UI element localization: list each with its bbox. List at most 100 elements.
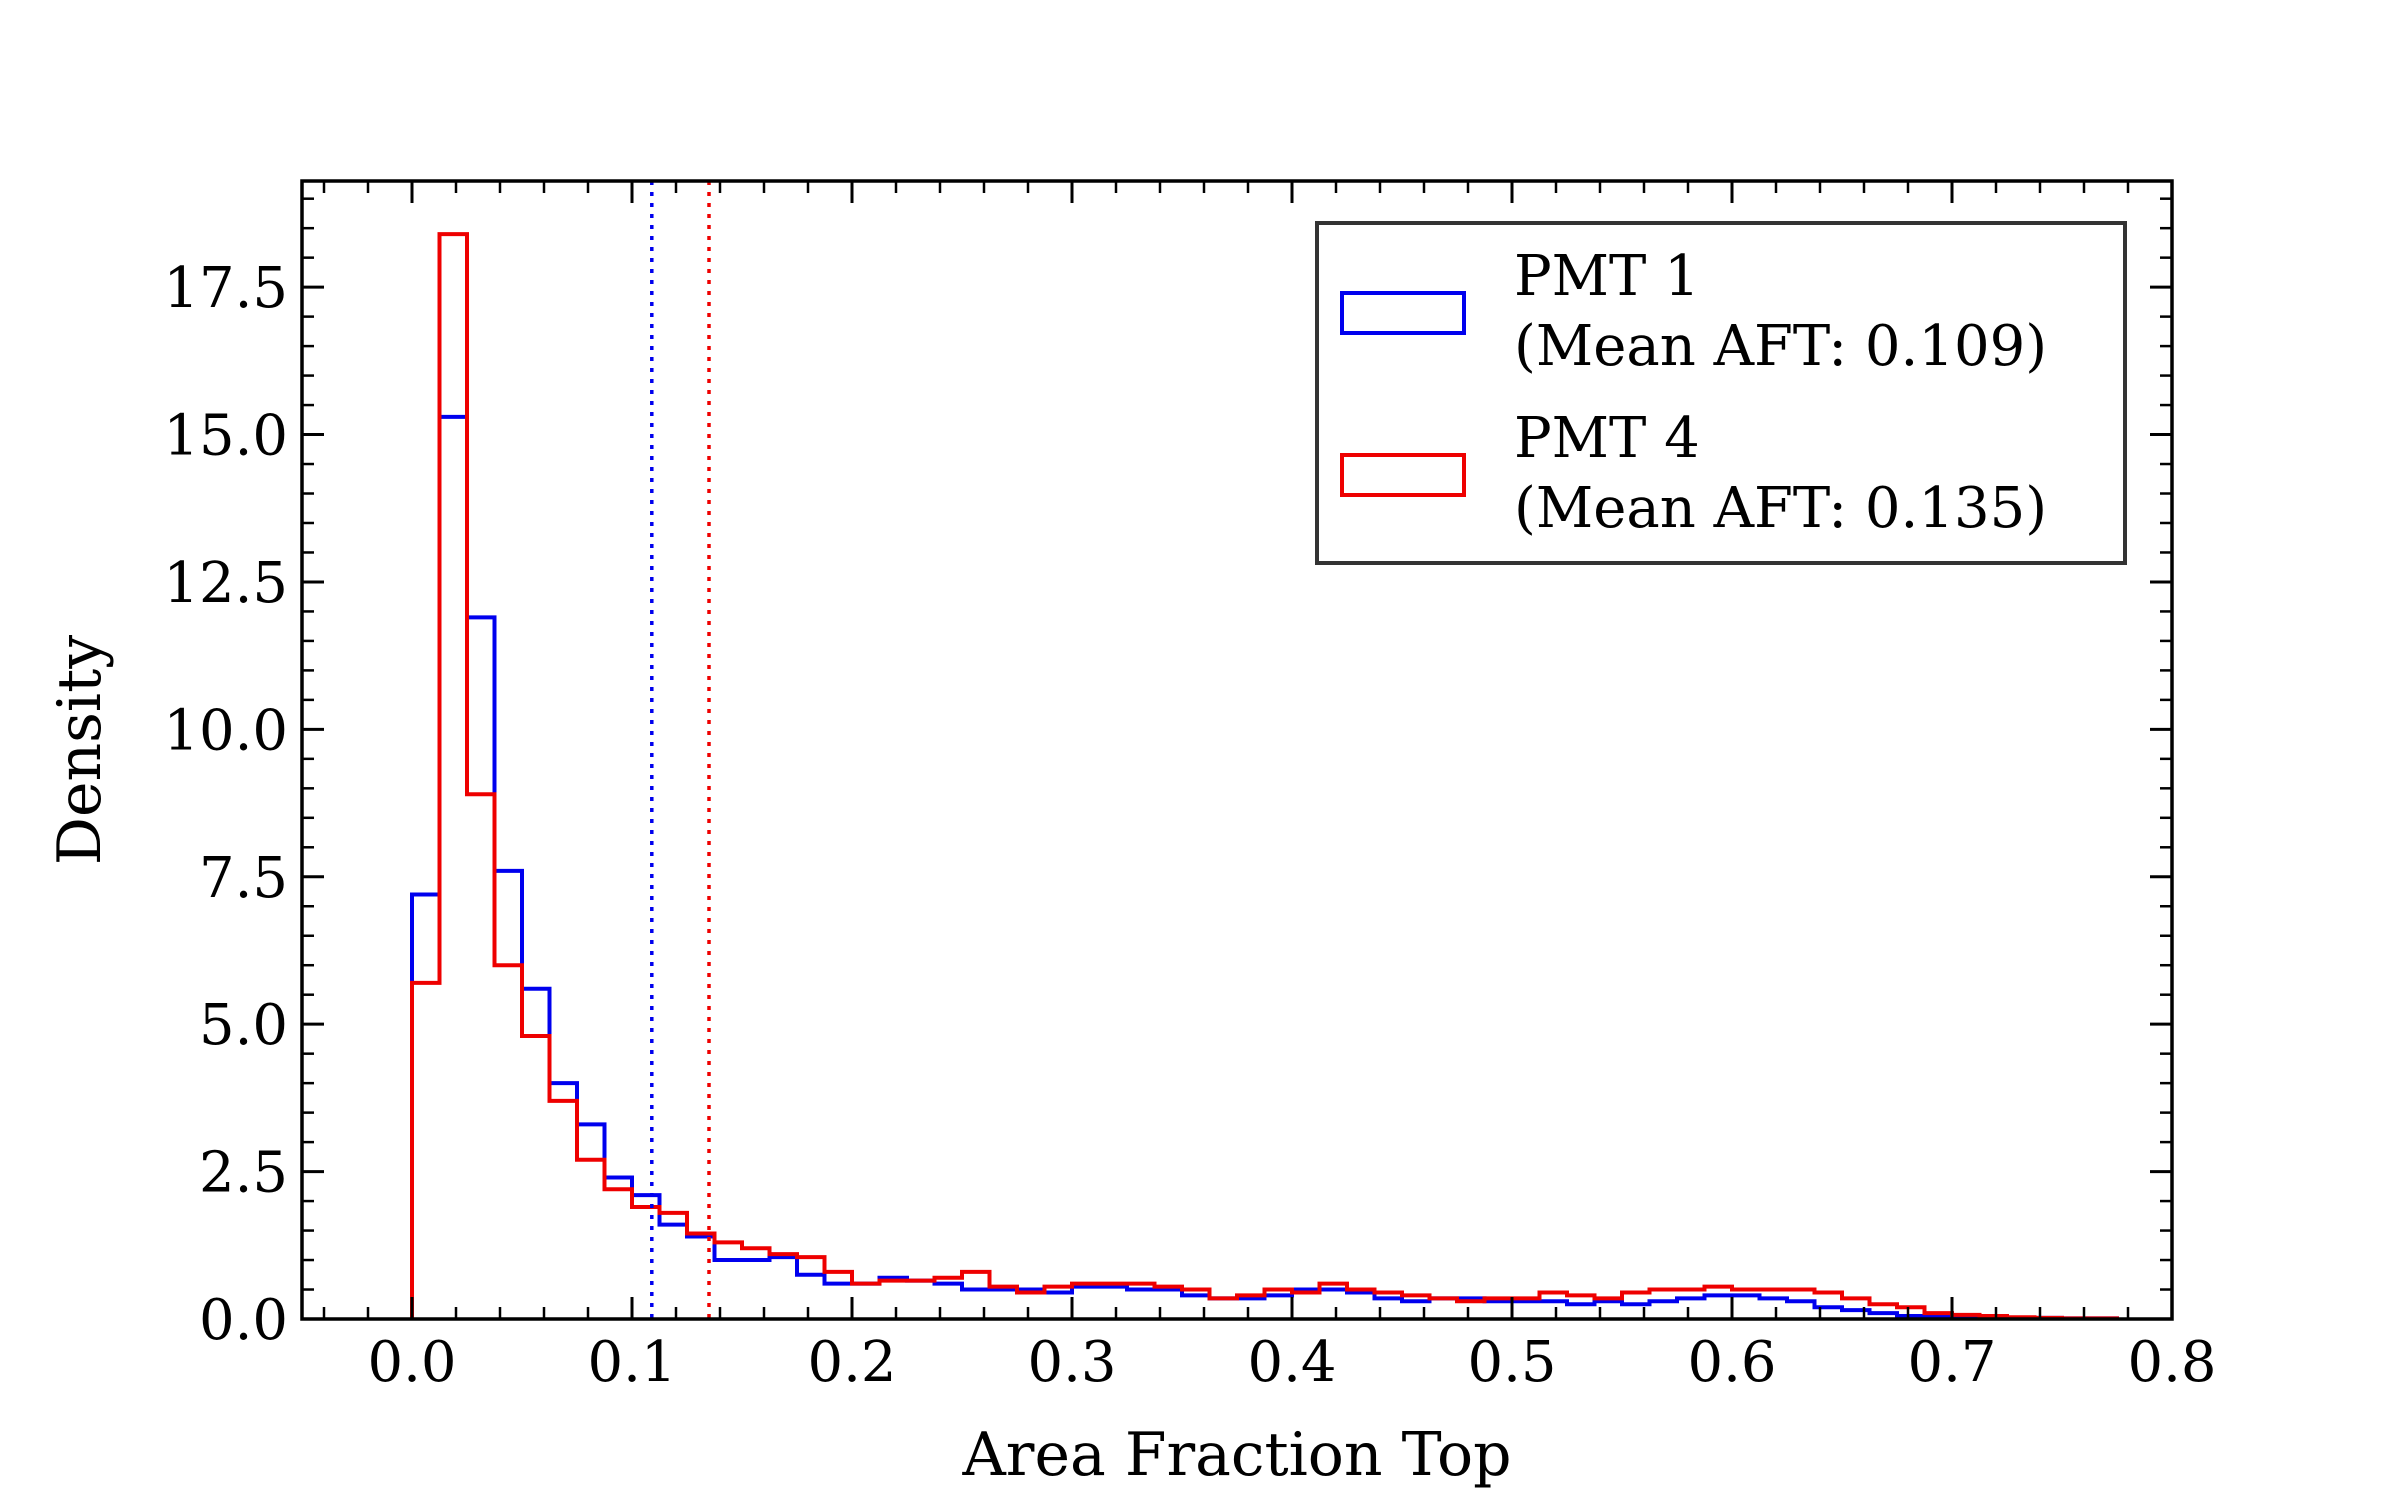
x-tick-label: 0.0 bbox=[367, 1330, 456, 1395]
histogram-bin bbox=[1100, 1287, 1128, 1319]
histogram-bin bbox=[1677, 1290, 1705, 1319]
histogram-bin bbox=[522, 989, 550, 1319]
histogram-bin bbox=[1540, 1292, 1568, 1319]
histogram-bin bbox=[1210, 1298, 1238, 1319]
histogram-bin bbox=[1402, 1295, 1430, 1319]
histogram-bin bbox=[1210, 1298, 1238, 1319]
histogram-bin bbox=[1512, 1301, 1540, 1319]
histogram-bin bbox=[1760, 1290, 1788, 1319]
histogram-bin bbox=[715, 1242, 743, 1319]
histogram-bin bbox=[1650, 1290, 1678, 1319]
histogram-bin bbox=[550, 1083, 578, 1319]
x-tick-label: 0.3 bbox=[1027, 1330, 1116, 1395]
legend-swatch bbox=[1340, 291, 1466, 335]
histogram-bin bbox=[935, 1284, 963, 1319]
x-tick-label: 0.4 bbox=[1247, 1330, 1336, 1395]
y-tick-label: 7.5 bbox=[199, 846, 288, 911]
histogram-bin bbox=[1347, 1292, 1375, 1319]
histogram-bin bbox=[880, 1281, 908, 1319]
x-axis-label: Area Fraction Top bbox=[961, 1420, 1511, 1490]
histogram-bin bbox=[852, 1284, 880, 1319]
histogram-bin bbox=[440, 417, 468, 1319]
legend-label: PMT 1 bbox=[1514, 244, 1700, 309]
histogram-bin bbox=[1430, 1298, 1458, 1319]
histogram-bin bbox=[1457, 1301, 1485, 1319]
histogram-bin bbox=[770, 1257, 798, 1319]
x-tick-label: 0.5 bbox=[1467, 1330, 1556, 1395]
histogram-bin bbox=[1705, 1295, 1733, 1319]
x-tick-label: 0.1 bbox=[587, 1330, 676, 1395]
legend: PMT 1(Mean AFT: 0.109) PMT 4(Mean AFT: 0.… bbox=[1315, 221, 2127, 565]
histogram-bin bbox=[632, 1207, 660, 1319]
y-tick-label: 10.0 bbox=[163, 698, 288, 763]
histogram-bin bbox=[1567, 1304, 1595, 1319]
mean-lines-layer bbox=[650, 181, 711, 1319]
histogram-bin bbox=[412, 894, 440, 1319]
histogram-bin bbox=[1072, 1287, 1100, 1319]
histogram-bin bbox=[632, 1195, 660, 1319]
histogram-bin bbox=[907, 1281, 935, 1319]
histogram-bin bbox=[467, 794, 495, 1319]
series-pmt-1 bbox=[410, 414, 2119, 1321]
histogram-bin bbox=[962, 1290, 990, 1319]
histogram-bin bbox=[1320, 1290, 1348, 1319]
histogram-bin bbox=[1072, 1284, 1100, 1319]
histogram-bin bbox=[1292, 1292, 1320, 1319]
y-tick-label: 12.5 bbox=[163, 551, 288, 616]
histogram-bin bbox=[825, 1272, 853, 1319]
histogram-bin bbox=[1677, 1298, 1705, 1319]
x-tick-label: 0.2 bbox=[807, 1330, 896, 1395]
histogram-bin bbox=[797, 1257, 825, 1319]
histogram-bin bbox=[742, 1260, 770, 1319]
histogram-bin bbox=[1237, 1298, 1265, 1319]
histogram-bin bbox=[495, 965, 523, 1319]
histogram-bin bbox=[550, 1101, 578, 1319]
histogram-bin bbox=[880, 1278, 908, 1319]
series-pmt-4 bbox=[410, 232, 2119, 1321]
histogram-bin bbox=[577, 1124, 605, 1319]
legend-swatch bbox=[1340, 453, 1466, 497]
legend-label: PMT 4 bbox=[1514, 406, 1700, 471]
histogram-bin bbox=[1760, 1298, 1788, 1319]
histogram-step-line bbox=[410, 232, 2119, 1321]
histogram-bin bbox=[1375, 1298, 1403, 1319]
ticks-layer: 0.0 0.1 0.2 0.3 0.4 0.5 0.6 0.7 0.8 0.0 2.5 5.0 7.5 1… bbox=[163, 181, 2217, 1395]
x-tick-label: 0.8 bbox=[2127, 1330, 2216, 1395]
histogram-bin bbox=[1182, 1295, 1210, 1319]
y-axis-label: Density bbox=[45, 635, 115, 865]
y-tick-label: 17.5 bbox=[163, 256, 288, 321]
histogram-bin bbox=[1155, 1290, 1183, 1319]
histogram-bin bbox=[1265, 1295, 1293, 1319]
histogram-layer bbox=[410, 232, 2119, 1321]
histogram-bin bbox=[660, 1213, 688, 1319]
histogram-bin bbox=[1017, 1292, 1045, 1319]
x-tick-label: 0.7 bbox=[1907, 1330, 1996, 1395]
legend-box bbox=[1315, 221, 2127, 565]
histogram-bin bbox=[715, 1260, 743, 1319]
histogram-bin bbox=[1127, 1290, 1155, 1319]
y-tick-label: 15.0 bbox=[163, 404, 288, 469]
histogram-bin bbox=[770, 1254, 798, 1319]
histogram-bin bbox=[577, 1160, 605, 1319]
histogram-bin bbox=[440, 234, 468, 1319]
axes-frame bbox=[300, 179, 2174, 1321]
y-tick-label: 0.0 bbox=[199, 1288, 288, 1353]
legend-label: (Mean AFT: 0.109) bbox=[1514, 314, 2047, 379]
histogram-bin bbox=[1595, 1301, 1623, 1319]
histogram-bin bbox=[605, 1177, 633, 1319]
histogram-bin bbox=[412, 983, 440, 1319]
histogram-bin bbox=[1732, 1295, 1760, 1319]
histogram-bin bbox=[1100, 1284, 1128, 1319]
histogram-bin bbox=[605, 1189, 633, 1319]
histogram-bin bbox=[1485, 1301, 1513, 1319]
histogram-bin bbox=[1402, 1301, 1430, 1319]
histogram-bin bbox=[495, 871, 523, 1319]
histogram-bin bbox=[797, 1275, 825, 1319]
histogram-bin bbox=[467, 617, 495, 1319]
histogram-bin bbox=[1430, 1298, 1458, 1319]
histogram-bin bbox=[1567, 1295, 1595, 1319]
histogram-bin bbox=[522, 1036, 550, 1319]
histogram-bin bbox=[907, 1281, 935, 1319]
histogram-bin bbox=[1787, 1290, 1815, 1319]
